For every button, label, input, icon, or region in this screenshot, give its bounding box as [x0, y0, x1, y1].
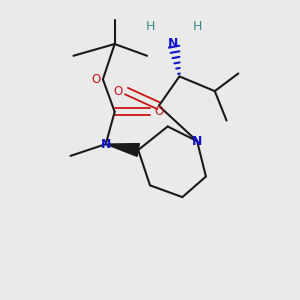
- Text: O: O: [154, 105, 164, 118]
- Text: O: O: [113, 85, 122, 98]
- Polygon shape: [106, 144, 140, 156]
- Text: N: N: [192, 135, 202, 148]
- Text: H: H: [192, 20, 202, 33]
- Text: O: O: [91, 73, 100, 86]
- Text: N: N: [168, 38, 179, 50]
- Text: H: H: [145, 20, 155, 33]
- Text: N: N: [100, 138, 111, 151]
